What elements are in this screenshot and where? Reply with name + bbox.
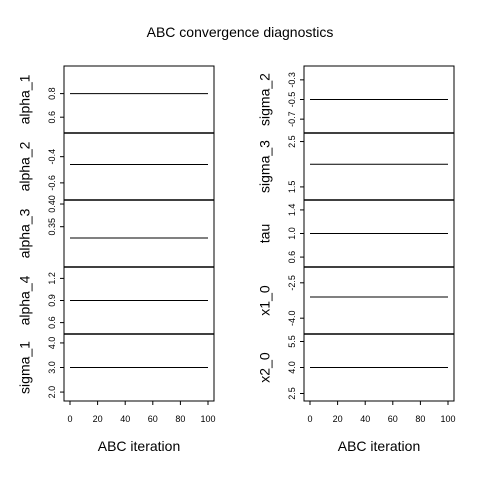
y-tick-label: -0.3	[287, 72, 297, 88]
x-tick-label: 0	[307, 414, 312, 424]
y-axis-label-alpha_1: alpha_1	[17, 74, 33, 124]
x-tick-label: 100	[200, 414, 215, 424]
plot-area: 0.6 0.8 alpha_1 -0.6 -0.4 alpha_2 0.35 0.40 alph…	[17, 65, 456, 454]
y-axis-label-alpha_3: alpha_3	[17, 208, 33, 258]
y-tick-label: -2.5	[287, 275, 297, 291]
y-tick-label: 0.6	[287, 251, 297, 264]
x-tick-label: 100	[440, 414, 455, 424]
x-tick-label: 80	[415, 414, 425, 424]
y-tick-label: 1.0	[287, 227, 297, 240]
y-tick-label: 2.0	[47, 386, 57, 399]
x-tick-label: 20	[93, 414, 103, 424]
chart-title: ABC convergence diagnostics	[147, 24, 334, 40]
y-tick-label: 0.6	[47, 316, 57, 329]
x-tick-label: 80	[175, 414, 185, 424]
x-tick-label: 0	[67, 414, 72, 424]
y-tick-label: -4.0	[287, 310, 297, 326]
y-tick-label: 0.6	[47, 111, 57, 124]
y-tick-label: 0.9	[47, 294, 57, 307]
x-tick-label: 60	[388, 414, 398, 424]
plot-frame-col-1	[63, 65, 215, 402]
y-tick-label: 2.5	[287, 135, 297, 148]
x-tick-label: 40	[120, 414, 130, 424]
y-tick-label: 4.0	[287, 361, 297, 374]
y-axis-label-alpha_2: alpha_2	[17, 141, 33, 191]
x-tick-label: 60	[148, 414, 158, 424]
y-tick-label: 4.0	[47, 337, 57, 350]
y-tick-label: 1.4	[287, 204, 297, 217]
y-axis-label-alpha_4: alpha_4	[17, 275, 33, 325]
y-tick-label: 2.5	[287, 387, 297, 400]
y-axis-label-x1_0: x1_0	[257, 285, 273, 316]
x-axis-label: ABC iteration	[98, 438, 180, 454]
y-axis-label-sigma_2: sigma_2	[257, 73, 273, 126]
y-tick-label: 1.2	[47, 272, 57, 285]
y-tick-label: 0.40	[47, 195, 57, 213]
x-tick-label: 40	[360, 414, 370, 424]
y-axis-label-tau: tau	[257, 224, 273, 243]
y-tick-label: 0.8	[47, 87, 57, 100]
y-axis-label-x2_0: x2_0	[257, 352, 273, 383]
y-tick-label: -0.4	[47, 149, 57, 165]
x-axis-label: ABC iteration	[338, 438, 420, 454]
y-tick-label: 0.35	[47, 218, 57, 236]
y-tick-label: -0.5	[287, 92, 297, 108]
x-tick-label: 20	[333, 414, 343, 424]
y-axis-label-sigma_1: sigma_1	[17, 341, 33, 394]
y-tick-label: -0.7	[287, 111, 297, 127]
y-tick-label: 1.5	[287, 181, 297, 194]
y-tick-label: 3.0	[47, 361, 57, 374]
y-tick-label: 5.5	[287, 335, 297, 348]
y-tick-label: -0.6	[47, 175, 57, 191]
y-axis-label-sigma_3: sigma_3	[257, 140, 273, 193]
